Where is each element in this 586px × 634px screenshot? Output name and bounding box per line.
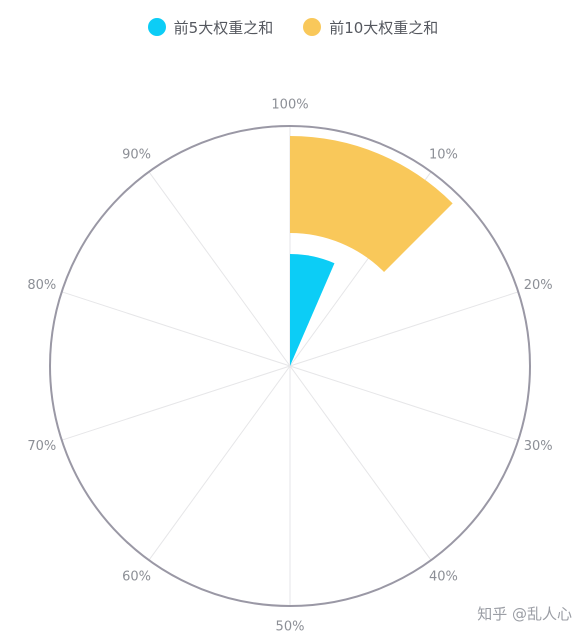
grid-spoke-10 <box>148 171 291 367</box>
grid-spoke-7 <box>148 365 291 561</box>
angle-tick-label-1: 100% <box>271 98 308 113</box>
legend-label-2: 前10大权重之和 <box>329 18 439 37</box>
bar-1 <box>290 254 335 366</box>
angle-tick-label-10: 90% <box>122 147 151 162</box>
angle-tick-label-2: 10% <box>429 147 458 162</box>
grid-spoke-5 <box>289 365 432 561</box>
angle-tick-label-8: 70% <box>27 439 56 454</box>
angle-tick-label-9: 80% <box>27 278 56 293</box>
legend-label-1: 前5大权重之和 <box>173 18 274 37</box>
legend-swatch-1 <box>147 18 166 36</box>
angle-tick-label-6: 50% <box>276 620 305 634</box>
grid-spoke-9 <box>61 291 291 367</box>
grid-spoke-3 <box>289 291 519 367</box>
chart-legend: 前5大权重之和 前10大权重之和 <box>0 14 586 40</box>
legend-item-2[interactable]: 前10大权重之和 <box>303 17 438 38</box>
angle-tick-label-7: 60% <box>122 570 151 585</box>
grid-spoke-8 <box>61 365 291 441</box>
angle-tick-label-4: 30% <box>524 439 553 454</box>
angle-tick-label-3: 20% <box>524 278 553 293</box>
grid-spoke-4 <box>289 365 519 441</box>
angle-tick-label-5: 40% <box>429 570 458 585</box>
bar-2 <box>290 136 453 272</box>
watermark-text: 知乎 @乱人心 <box>477 605 572 623</box>
legend-swatch-2 <box>303 18 322 36</box>
legend-item-1[interactable]: 前5大权重之和 <box>147 17 274 38</box>
outer-axis-circle <box>49 125 531 607</box>
